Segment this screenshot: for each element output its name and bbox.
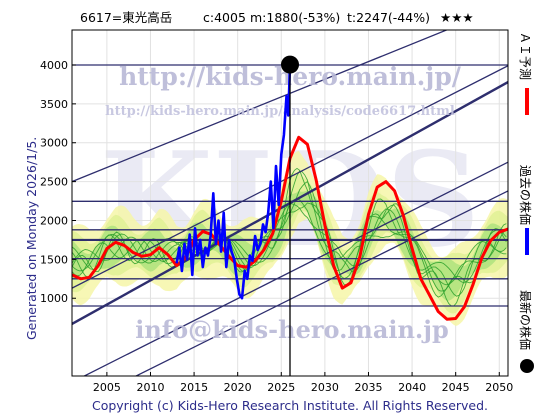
y-tick-label: 3500 <box>40 98 68 111</box>
y-tick-label: 3000 <box>40 137 68 150</box>
x-tick-label: 2050 <box>485 381 513 394</box>
header-title: 6617=東光高岳 <box>80 10 172 25</box>
plot-frame <box>71 29 509 377</box>
x-tick-label: 2035 <box>354 381 382 394</box>
x-tick-label: 2015 <box>180 381 208 394</box>
latest-marker-layer <box>281 55 299 376</box>
header-min-price: m:1880(-53%) <box>250 10 340 25</box>
watermark-email: info@kids-hero.main.jp <box>135 315 449 344</box>
x-tick-label: 2010 <box>136 381 164 394</box>
legend-label-forecast: ＡＩ予測 <box>518 32 532 80</box>
x-tick-label: 2020 <box>224 381 252 394</box>
y-tick-label: 2500 <box>40 176 68 189</box>
header-rating-stars: ★★★ <box>440 10 474 25</box>
y-tick-label: 2000 <box>40 214 68 227</box>
series-past-price-line <box>175 64 292 300</box>
x-tick-label: 2030 <box>311 381 339 394</box>
legend-label-past: 過去の株価 <box>518 165 533 225</box>
legend-swatch-latest <box>520 359 534 373</box>
copyright-text: Copyright (c) Kids-Hero Research Institu… <box>92 398 488 413</box>
x-tick-label: 2045 <box>442 381 470 394</box>
y-tick-label: 1000 <box>40 292 68 305</box>
x-axis: 2005 2010 2015 2020 2025 2030 2035 2040 2045 2050 <box>93 372 513 394</box>
header-current-price: c:4005 <box>203 10 246 25</box>
header-target-price: t:2247(-44%) <box>347 10 430 25</box>
y-tick-label: 4000 <box>40 59 68 72</box>
watermark-analysis-url: http://kids-hero.main.jp/analysis/code66… <box>105 104 455 119</box>
x-tick-label: 2025 <box>267 381 295 394</box>
legend: ＡＩ予測 過去の株価 最新の株価 <box>518 32 534 373</box>
y-axis: 1000 1500 2000 2500 3000 3500 4000 <box>40 59 76 305</box>
generated-date-label: Generated on Monday 2026/1/5. <box>24 137 39 340</box>
y-tick-label: 1500 <box>40 253 68 266</box>
x-tick-label: 2040 <box>398 381 426 394</box>
legend-label-latest: 最新の株価 <box>518 290 533 350</box>
x-tick-label: 2005 <box>93 381 121 394</box>
latest-price-marker <box>281 55 299 74</box>
